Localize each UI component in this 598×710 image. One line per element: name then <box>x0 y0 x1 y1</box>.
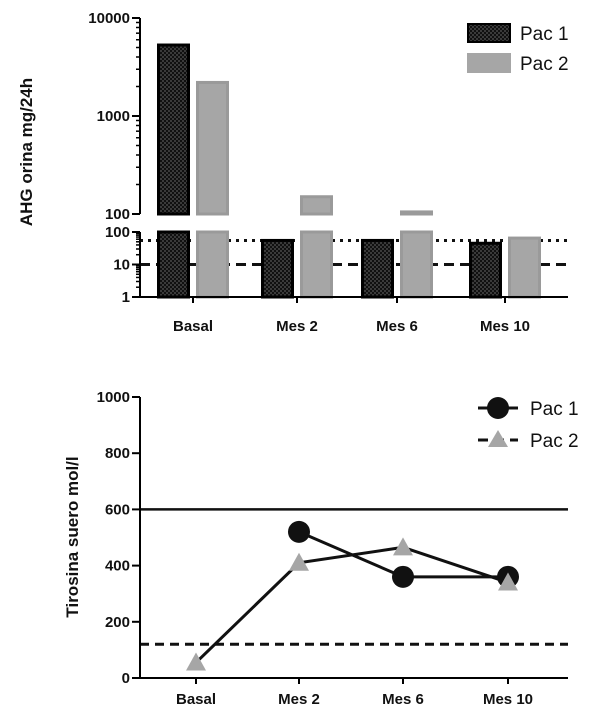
y-tick-label: 1000 <box>97 389 130 406</box>
bar-pac-2-0-lower <box>196 230 229 299</box>
x-tick-label: Mes 2 <box>278 691 320 708</box>
line-chart-tirosina: 0 200 400 600 800 1000 Basal Mes 2 Mes 6 Mes 10 T… <box>63 389 579 708</box>
y-tick-label: 400 <box>105 558 130 575</box>
x-tick-label: Mes 10 <box>480 318 530 335</box>
point-pac-2-1 <box>289 552 309 571</box>
y-axis-title: Tirosina suero mol/l <box>63 456 82 617</box>
bar-pac-2-2-lower <box>400 230 433 299</box>
legend-marker-pac-2 <box>488 430 508 447</box>
x-tick-label: Mes 2 <box>276 318 318 335</box>
y-tick-label: 100 <box>105 224 130 241</box>
bar-pac-1-2 <box>361 238 394 299</box>
bar-pac-1-0-lower <box>157 230 190 299</box>
y-tick-label: 100 <box>105 206 130 223</box>
bar-pac-1-1 <box>261 238 294 299</box>
axes: 0 200 400 600 800 1000 Basal Mes 2 Mes 6 Mes 10 <box>97 389 568 708</box>
legend-label-pac-2: Pac 2 <box>520 54 569 75</box>
y-tick-label: 0 <box>122 670 130 687</box>
legend-label-pac-1: Pac 1 <box>520 24 569 45</box>
y-tick-label: 600 <box>105 501 130 518</box>
legend: Pac 1 Pac 2 <box>478 397 579 452</box>
legend-label-pac-1: Pac 1 <box>530 399 579 420</box>
series-line-pac-2 <box>194 545 509 664</box>
x-tick-label: Mes 6 <box>376 318 418 335</box>
reference-lines <box>140 508 568 646</box>
x-tick-label: Mes 10 <box>483 691 533 708</box>
point-pac-1-2 <box>392 565 414 588</box>
bars <box>157 43 541 299</box>
bar-pac-1-0-upper <box>157 43 190 216</box>
x-tick-label: Basal <box>176 691 216 708</box>
point-pac-2-2 <box>393 537 413 556</box>
y-axis-title: AHG orina mg/24h <box>17 78 36 226</box>
y-tick-label: 1000 <box>97 108 130 125</box>
bar-pac-2-1-lower <box>300 230 333 299</box>
point-pac-1-1 <box>288 520 310 543</box>
bar-pac-2-2-upper <box>400 210 433 216</box>
legend-swatch-pac-2 <box>467 53 511 73</box>
y-tick-label: 10000 <box>88 10 130 27</box>
legend-marker-pac-1 <box>487 397 509 419</box>
axes: 100 1000 10000 1 10 100 Basal Mes 2 Mes 6 Mes 10 <box>88 10 568 335</box>
point-pac-2-3 <box>498 572 518 591</box>
y-tick-label: 1 <box>122 289 130 306</box>
y-tick-label: 200 <box>105 614 130 631</box>
point-pac-2-0 <box>186 652 206 671</box>
bar-pac-1-3 <box>469 241 502 299</box>
bar-pac-2-1-upper <box>300 195 333 216</box>
series <box>186 520 519 671</box>
y-tick-label: 10 <box>113 257 130 274</box>
legend: Pac 1 Pac 2 <box>467 23 569 75</box>
bar-pac-2-3 <box>508 236 541 299</box>
y-tick-label: 800 <box>105 445 130 462</box>
bar-pac-2-0-upper <box>196 80 229 216</box>
legend-label-pac-2: Pac 2 <box>530 431 579 452</box>
x-tick-label: Basal <box>173 318 213 335</box>
legend-swatch-pac-1 <box>467 23 511 43</box>
x-tick-label: Mes 6 <box>382 691 424 708</box>
